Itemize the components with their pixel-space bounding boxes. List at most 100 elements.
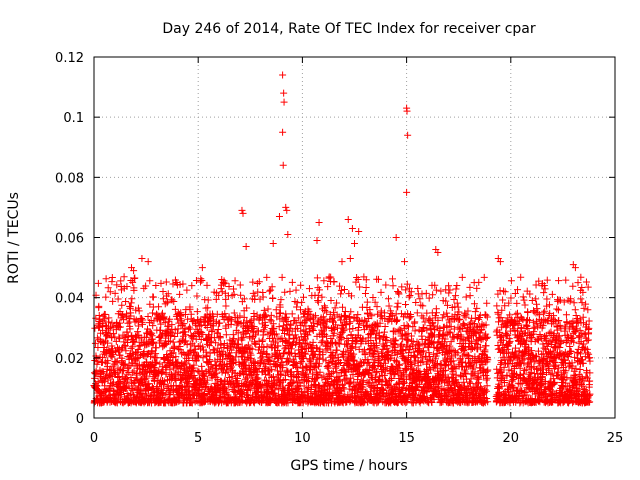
data-point	[174, 325, 182, 333]
data-point	[153, 354, 161, 362]
data-point	[413, 309, 421, 317]
data-point	[186, 325, 194, 333]
data-point	[337, 286, 345, 294]
data-point	[114, 295, 122, 303]
data-point	[150, 317, 158, 325]
data-point	[133, 370, 141, 378]
data-point	[259, 336, 267, 344]
data-point	[91, 374, 99, 382]
data-point	[297, 281, 305, 289]
data-points	[90, 71, 594, 407]
data-point	[116, 323, 124, 331]
data-point	[142, 282, 150, 290]
data-point	[318, 293, 326, 301]
data-point	[336, 282, 344, 290]
data-point	[127, 299, 135, 307]
data-point	[110, 330, 118, 338]
data-point	[157, 326, 165, 334]
data-point	[158, 377, 166, 385]
data-point	[169, 349, 177, 357]
data-point	[107, 382, 115, 390]
data-point	[493, 302, 501, 310]
data-point	[170, 298, 178, 306]
data-point	[181, 358, 189, 366]
data-point	[102, 275, 110, 283]
data-point	[167, 350, 175, 358]
data-point	[150, 338, 158, 346]
data-point	[170, 343, 178, 351]
data-point	[175, 397, 183, 405]
data-point	[146, 277, 154, 285]
data-point	[406, 292, 414, 300]
data-point	[93, 360, 101, 368]
data-point	[373, 303, 381, 311]
data-point	[130, 338, 138, 346]
data-point	[118, 357, 126, 365]
data-point	[152, 344, 160, 352]
data-point	[362, 284, 370, 292]
data-point	[131, 274, 139, 282]
data-point	[116, 351, 124, 359]
data-point	[173, 359, 181, 367]
data-point	[152, 359, 160, 367]
data-point	[94, 343, 102, 351]
data-point	[231, 277, 239, 285]
data-point	[166, 315, 174, 323]
data-point	[106, 288, 114, 296]
data-point	[158, 309, 166, 317]
data-point	[113, 281, 121, 289]
data-point	[453, 281, 461, 289]
data-point	[483, 299, 491, 307]
data-point	[253, 279, 261, 287]
data-point	[183, 341, 191, 349]
data-point	[123, 283, 131, 291]
data-point	[171, 305, 179, 313]
data-point	[148, 309, 156, 317]
data-point	[127, 390, 135, 398]
data-point	[222, 331, 230, 339]
data-point	[149, 340, 157, 348]
data-point	[162, 369, 170, 377]
data-point	[566, 343, 574, 351]
data-point	[135, 322, 143, 330]
data-point	[94, 378, 102, 386]
data-point	[185, 357, 193, 365]
data-point	[151, 377, 159, 385]
data-point	[414, 285, 422, 293]
data-point	[108, 274, 116, 282]
data-point	[456, 325, 464, 333]
data-point	[144, 325, 152, 333]
data-point	[214, 325, 222, 333]
data-point	[254, 288, 262, 296]
data-point	[218, 288, 226, 296]
data-point	[356, 283, 364, 291]
data-point	[471, 308, 479, 316]
data-point	[123, 310, 131, 318]
data-point	[405, 314, 413, 322]
data-point	[116, 319, 124, 327]
data-point	[193, 308, 201, 316]
data-point	[135, 342, 143, 350]
data-point	[131, 338, 139, 346]
data-point	[166, 366, 174, 374]
data-point	[160, 377, 168, 385]
data-point	[562, 276, 570, 284]
data-point	[394, 299, 402, 307]
data-point	[374, 275, 382, 283]
data-point	[300, 309, 308, 317]
data-point	[143, 358, 151, 366]
data-point	[157, 320, 165, 328]
data-point	[135, 307, 143, 315]
data-point	[341, 312, 349, 320]
data-point	[462, 293, 470, 301]
data-point	[182, 331, 190, 339]
data-point	[102, 293, 110, 301]
data-point	[99, 354, 107, 362]
data-point	[385, 302, 393, 310]
data-point	[330, 278, 338, 286]
data-point	[276, 309, 284, 317]
data-point	[112, 358, 120, 366]
data-point	[176, 290, 184, 298]
data-point	[562, 311, 570, 319]
data-point	[571, 306, 579, 314]
